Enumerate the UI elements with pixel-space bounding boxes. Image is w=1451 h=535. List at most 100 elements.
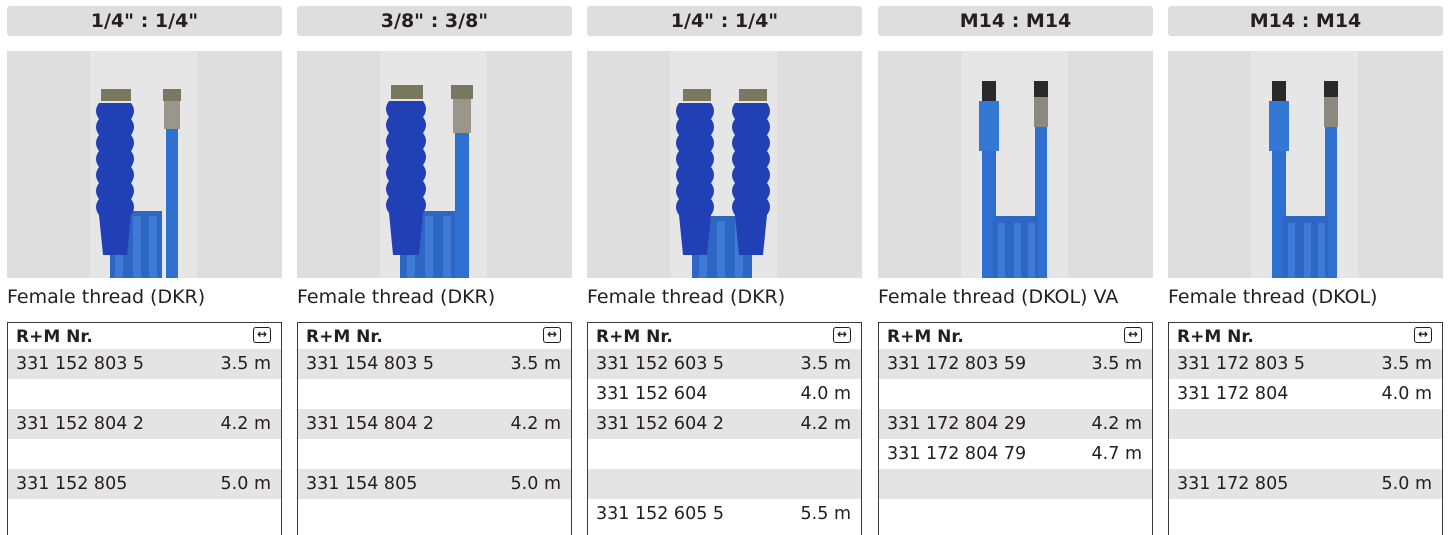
table-row — [588, 469, 861, 499]
product-column-2: 3/8" : 3/8" Female thread (DKR) R+M Nr. … — [297, 0, 572, 535]
table-row: 331 152 603 5 3.5 m — [588, 349, 861, 379]
hose-image — [878, 51, 1153, 278]
table-header: R+M Nr. ↔ — [879, 323, 1152, 349]
length-icon: ↔ — [253, 327, 271, 343]
part-number-table: R+M Nr. ↔ 331 172 803 59 3.5 m 331 172 80… — [878, 322, 1153, 535]
hose-length: 3.5 m — [800, 354, 851, 374]
table-header: R+M Nr. ↔ — [1169, 323, 1442, 349]
hose-length: 4.7 m — [1091, 444, 1142, 464]
table-header: R+M Nr. ↔ — [588, 323, 861, 349]
part-number: 331 172 803 59 — [887, 354, 1027, 374]
hose-length: 3.5 m — [1091, 354, 1142, 374]
part-number: 331 154 804 2 — [306, 414, 435, 434]
table-row: 331 152 805 5.0 m — [8, 469, 281, 499]
table-row — [298, 379, 571, 409]
table-row — [1169, 439, 1442, 469]
table-row: 331 152 804 2 4.2 m — [8, 409, 281, 439]
table-header: R+M Nr. ↔ — [8, 323, 281, 349]
part-number-column-header: R+M Nr. — [16, 327, 93, 347]
part-number-column-header: R+M Nr. — [596, 327, 673, 347]
hose-length: 5.5 m — [800, 504, 851, 524]
table-row — [879, 379, 1152, 409]
table-row: 331 152 604 2 4.2 m — [588, 409, 861, 439]
part-number-column-header: R+M Nr. — [1177, 327, 1254, 347]
hose-image — [7, 51, 282, 278]
thread-size-header: M14 : M14 — [1168, 6, 1443, 36]
table-row — [8, 379, 281, 409]
table-row: 331 152 803 5 3.5 m — [8, 349, 281, 379]
thread-type-caption: Female thread (DKOL) — [1168, 286, 1378, 308]
table-row — [298, 499, 571, 529]
table-row: 331 172 804 4.0 m — [1169, 379, 1442, 409]
hose-image — [297, 51, 572, 278]
table-row — [8, 439, 281, 469]
part-number-table: R+M Nr. ↔ 331 172 803 5 3.5 m 331 172 804… — [1168, 322, 1443, 535]
table-row: 331 172 804 79 4.7 m — [879, 439, 1152, 469]
part-number: 331 172 804 — [1177, 384, 1289, 404]
table-row: 331 154 805 5.0 m — [298, 469, 571, 499]
part-number: 331 172 804 79 — [887, 444, 1027, 464]
part-number: 331 154 803 5 — [306, 354, 435, 374]
part-number: 331 152 603 5 — [596, 354, 725, 374]
product-column-3: 1/4" : 1/4" Female thread (DKR) R+M Nr. … — [587, 0, 862, 535]
hose-length: 5.0 m — [510, 474, 561, 494]
table-header: R+M Nr. ↔ — [298, 323, 571, 349]
table-row — [1169, 409, 1442, 439]
part-number-column-header: R+M Nr. — [887, 327, 964, 347]
hose-length: 4.0 m — [800, 384, 851, 404]
part-number-table: R+M Nr. ↔ 331 154 803 5 3.5 m 331 154 804… — [297, 322, 572, 535]
table-row — [1169, 499, 1442, 529]
hose-length: 3.5 m — [510, 354, 561, 374]
hose-length: 4.2 m — [800, 414, 851, 434]
length-icon: ↔ — [1414, 327, 1432, 343]
table-row: 331 154 803 5 3.5 m — [298, 349, 571, 379]
length-icon: ↔ — [1124, 327, 1142, 343]
part-number: 331 152 605 5 — [596, 504, 725, 524]
part-number-table: R+M Nr. ↔ 331 152 603 5 3.5 m 331 152 604… — [587, 322, 862, 535]
hose-length: 4.2 m — [220, 414, 271, 434]
hose-image — [1168, 51, 1443, 278]
hose-length: 3.5 m — [220, 354, 271, 374]
thread-type-caption: Female thread (DKOL) VA — [878, 286, 1119, 308]
part-number: 331 152 803 5 — [16, 354, 145, 374]
product-column-5: M14 : M14 Female thread (DKOL) R+M Nr. ↔… — [1168, 0, 1443, 535]
thread-type-caption: Female thread (DKR) — [587, 286, 786, 308]
thread-size-header: 1/4" : 1/4" — [587, 6, 862, 36]
hose-length: 4.2 m — [510, 414, 561, 434]
table-row: 331 154 804 2 4.2 m — [298, 409, 571, 439]
hose-image — [587, 51, 862, 278]
part-number: 331 154 805 — [306, 474, 418, 494]
hose-length: 4.0 m — [1381, 384, 1432, 404]
table-row: 331 172 805 5.0 m — [1169, 469, 1442, 499]
part-number: 331 152 805 — [16, 474, 128, 494]
thread-size-header: M14 : M14 — [878, 6, 1153, 36]
part-number: 331 152 604 — [596, 384, 708, 404]
table-row — [8, 499, 281, 529]
hose-length: 3.5 m — [1381, 354, 1432, 374]
hose-length: 4.2 m — [1091, 414, 1142, 434]
product-column-4: M14 : M14 Female thread (DKOL) VA R+M Nr… — [878, 0, 1153, 535]
length-icon: ↔ — [543, 327, 561, 343]
thread-type-caption: Female thread (DKR) — [297, 286, 496, 308]
part-number: 331 152 604 2 — [596, 414, 725, 434]
product-column-1: 1/4" : 1/4" Female thread (DKR) R+M Nr. … — [7, 0, 282, 535]
table-row — [298, 439, 571, 469]
hose-length: 5.0 m — [1381, 474, 1432, 494]
table-row — [879, 499, 1152, 529]
thread-type-caption: Female thread (DKR) — [7, 286, 206, 308]
table-row — [588, 439, 861, 469]
part-number: 331 172 805 — [1177, 474, 1289, 494]
length-icon: ↔ — [833, 327, 851, 343]
part-number: 331 172 804 29 — [887, 414, 1027, 434]
table-row: 331 172 803 5 3.5 m — [1169, 349, 1442, 379]
part-number-table: R+M Nr. ↔ 331 152 803 5 3.5 m 331 152 804… — [7, 322, 282, 535]
table-row: 331 172 803 59 3.5 m — [879, 349, 1152, 379]
thread-size-header: 1/4" : 1/4" — [7, 6, 282, 36]
table-row: 331 172 804 29 4.2 m — [879, 409, 1152, 439]
part-number: 331 172 803 5 — [1177, 354, 1306, 374]
table-row: 331 152 605 5 5.5 m — [588, 499, 861, 529]
thread-size-header: 3/8" : 3/8" — [297, 6, 572, 36]
table-row: 331 152 604 4.0 m — [588, 379, 861, 409]
part-number-column-header: R+M Nr. — [306, 327, 383, 347]
table-row — [879, 469, 1152, 499]
